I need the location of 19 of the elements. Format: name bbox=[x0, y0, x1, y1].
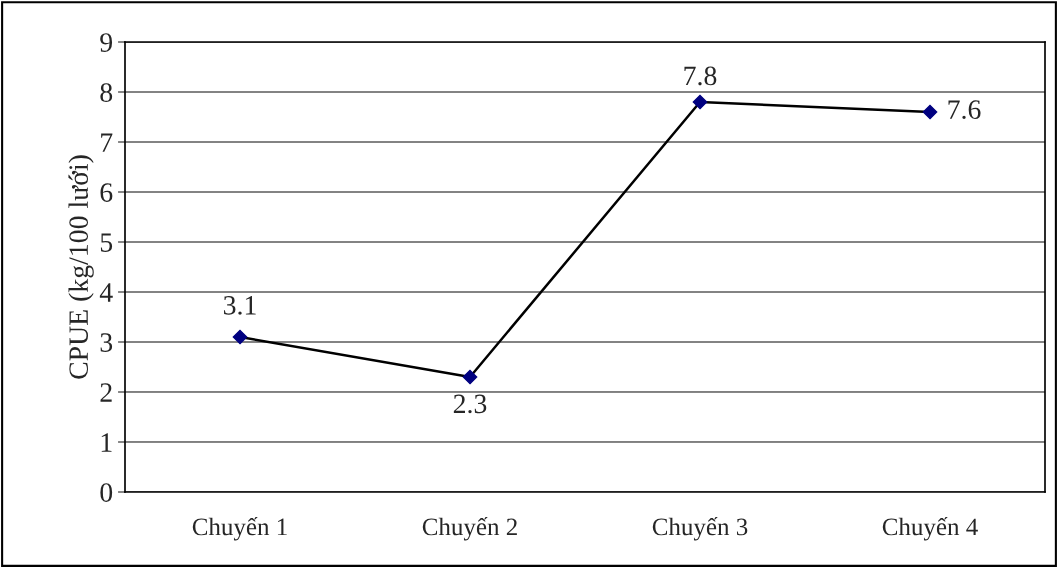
data-label: 2.3 bbox=[453, 394, 487, 414]
y-tick-label: 8 bbox=[100, 83, 113, 102]
y-tick-label: 6 bbox=[100, 183, 113, 202]
x-tick-label: Chuyến 1 bbox=[192, 517, 287, 541]
y-axis-title: CPUE (kg/100 lưới) bbox=[68, 155, 94, 379]
data-label: 7.8 bbox=[684, 66, 717, 86]
y-tick-label: 5 bbox=[100, 233, 113, 252]
y-tick-label: 0 bbox=[100, 483, 113, 502]
y-tick-label: 9 bbox=[100, 33, 113, 52]
y-tick-label: 4 bbox=[99, 283, 113, 302]
x-tick-label: Chuyến 3 bbox=[652, 517, 748, 541]
data-label: 3.1 bbox=[223, 296, 256, 315]
y-tick-label: 1 bbox=[101, 433, 112, 452]
y-tick-label: 2 bbox=[100, 383, 112, 402]
x-tick-label: Chuyến 4 bbox=[882, 517, 978, 541]
x-tick-label: Chuyến 2 bbox=[422, 517, 517, 541]
y-tick-label: 3 bbox=[100, 333, 113, 352]
data-label: 7.6 bbox=[948, 100, 981, 120]
y-tick-label: 7 bbox=[101, 133, 113, 152]
